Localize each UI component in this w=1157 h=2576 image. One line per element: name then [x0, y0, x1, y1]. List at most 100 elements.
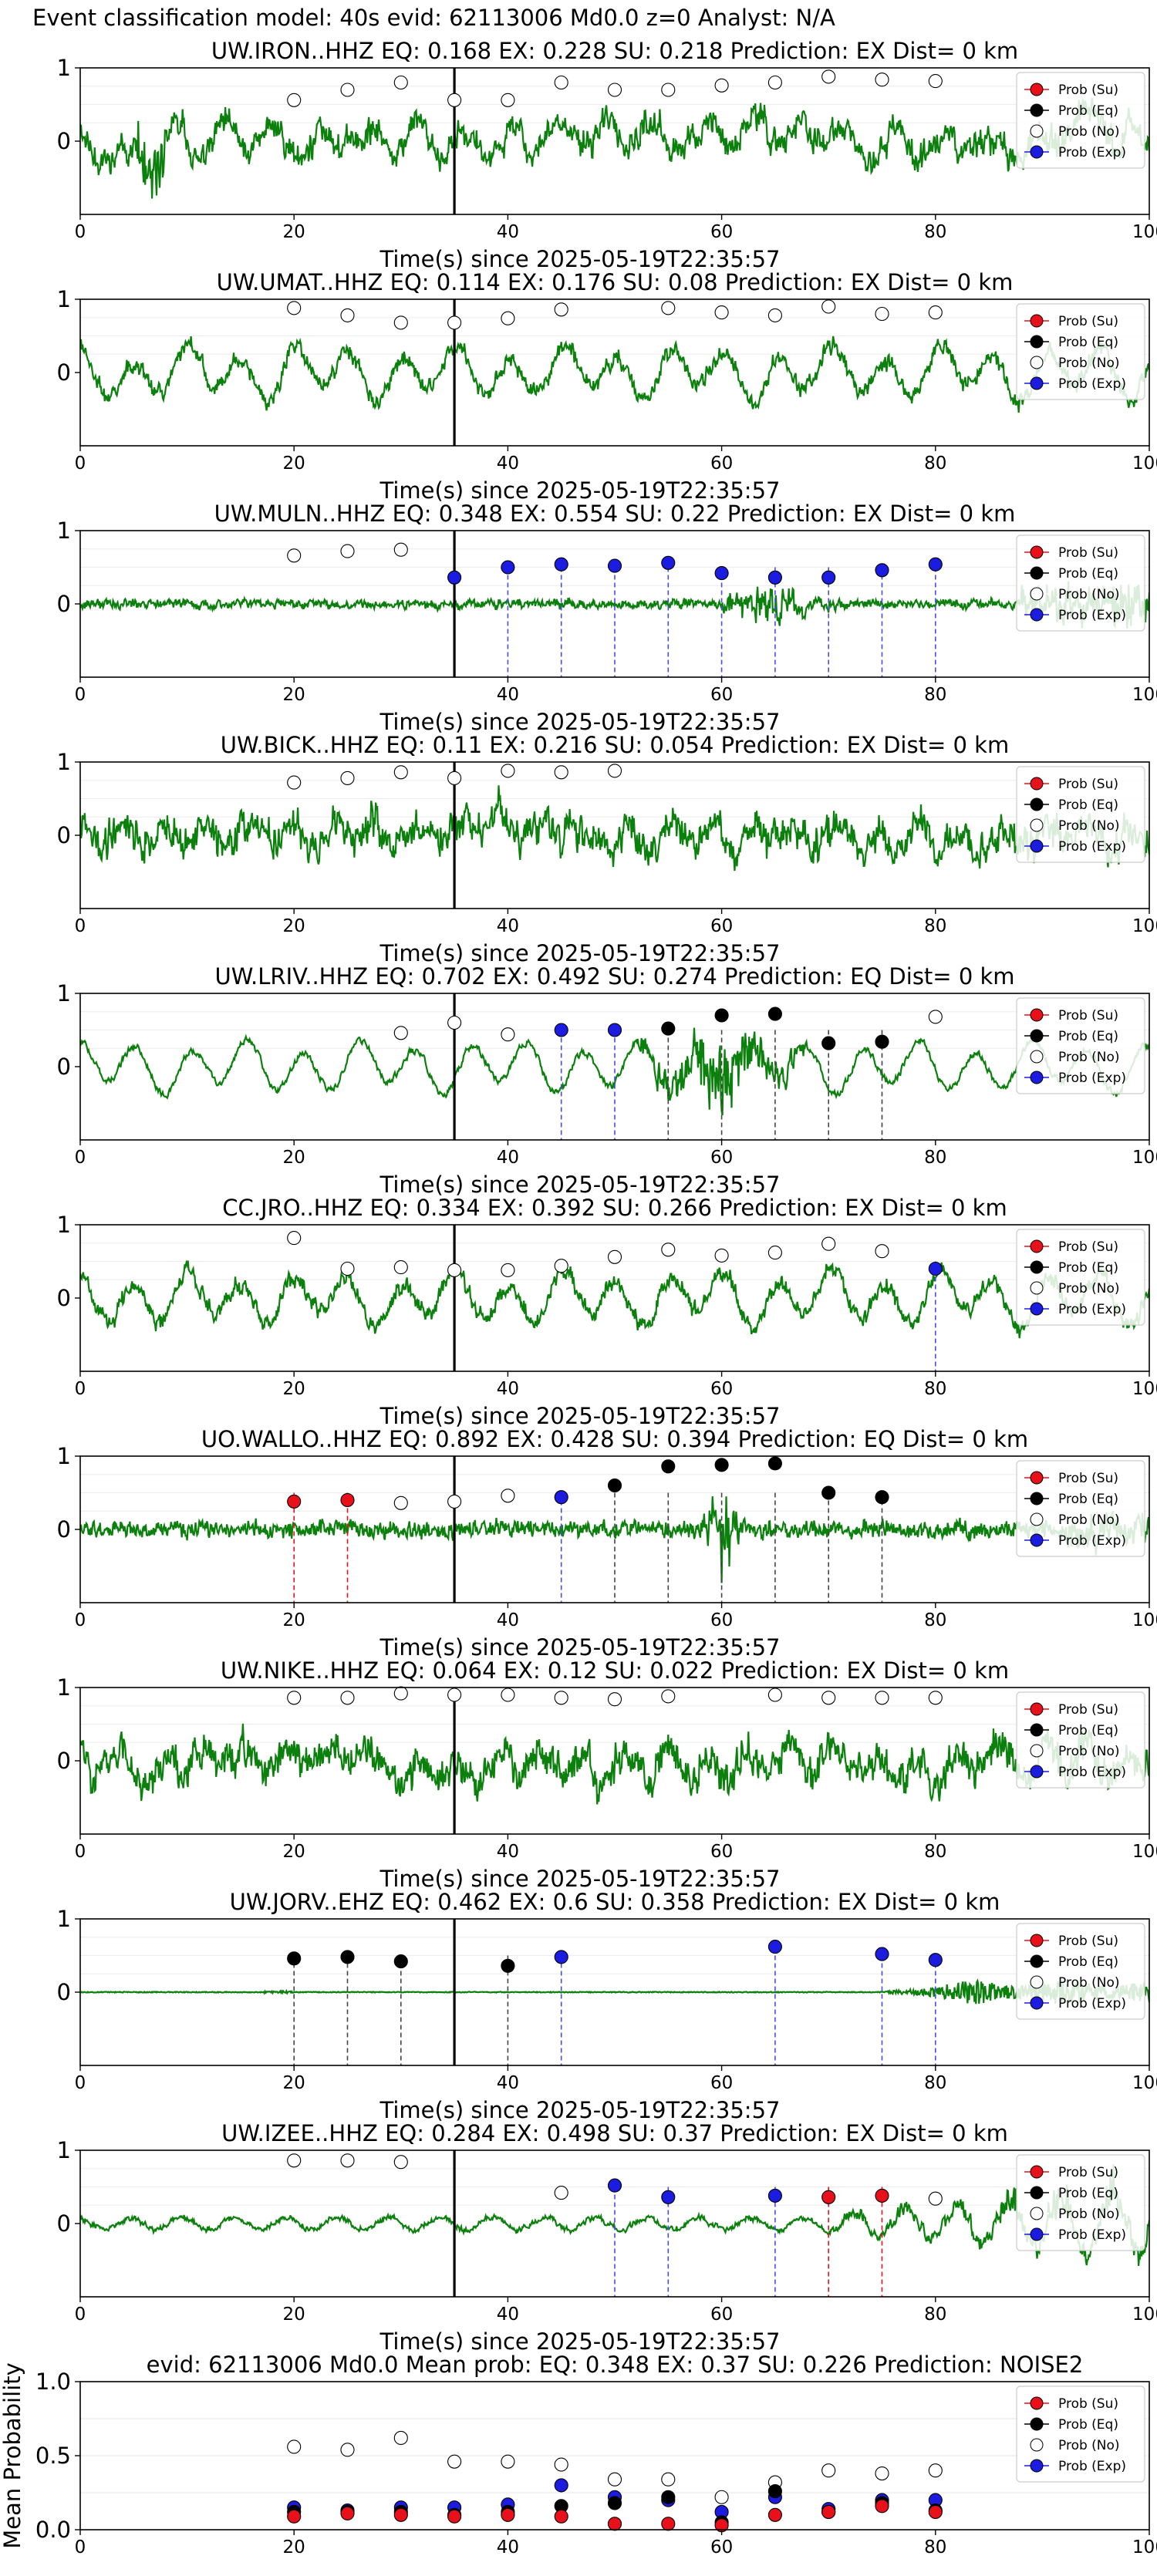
x-tick-label: 0 — [75, 2305, 86, 2325]
prob-marker-no — [340, 1261, 355, 1276]
legend-label: Prob (No) — [1058, 818, 1120, 834]
legend-marker-probexp — [1030, 839, 1044, 853]
x-tick-label: 20 — [283, 2305, 305, 2325]
prob-marker-su — [447, 2509, 462, 2524]
prob-marker-no — [287, 775, 302, 790]
prob-marker-su — [607, 2517, 622, 2531]
x-tick-label: 60 — [710, 685, 733, 705]
x-tick-label: 20 — [283, 222, 305, 242]
y-tick-label: 0 — [57, 128, 71, 154]
legend-marker-probno — [1030, 1744, 1044, 1758]
legend-label: Prob (Su) — [1058, 1239, 1118, 1255]
prob-marker-eq — [821, 1036, 836, 1050]
prob-marker-exp — [821, 570, 836, 585]
prob-marker-no — [875, 1244, 889, 1259]
prob-marker-no — [393, 2155, 408, 2170]
legend-label: Prob (Su) — [1058, 777, 1118, 792]
x-tick-label: 0 — [75, 1148, 86, 1168]
legend-marker-probeq — [1030, 797, 1044, 811]
x-tick-label: 80 — [924, 1379, 946, 1399]
y-tick-label: 0 — [57, 1054, 71, 1080]
prob-marker-eq — [821, 1485, 836, 1500]
x-tick-label: 100 — [1132, 2073, 1157, 2093]
prob-marker-no — [554, 765, 568, 780]
prob-marker-exp — [554, 2478, 568, 2493]
legend-label: Prob (Eq) — [1058, 1954, 1118, 1970]
prob-marker-no — [714, 305, 729, 320]
y-tick-label: 1.0 — [35, 2369, 71, 2395]
prob-marker-eq — [661, 2490, 676, 2504]
x-tick-label: 40 — [497, 2073, 519, 2093]
legend: Prob (Su) Prob (Eq) Prob (No) Prob (Exp) — [1016, 1923, 1145, 2020]
prob-marker-su — [875, 2499, 889, 2514]
panel-uw-iron-hhz: UW.IRON..HHZ EQ: 0.168 EX: 0.228 SU: 0.2… — [57, 38, 1157, 272]
legend-marker-probeq — [1030, 2417, 1044, 2431]
prob-marker-su — [393, 2507, 408, 2522]
prob-marker-no — [287, 1691, 302, 1705]
x-tick-label: 80 — [924, 222, 946, 242]
prob-marker-no — [393, 2430, 408, 2446]
prob-marker-no — [928, 1691, 943, 1705]
x-axis-label: Time(s) since 2025-05-19T22:35:57 — [379, 1172, 781, 1198]
y-tick-label: 1 — [57, 286, 71, 312]
prob-marker-exp — [661, 2190, 676, 2204]
legend-marker-probsu — [1030, 314, 1044, 328]
waveform-trace — [80, 1027, 1149, 1116]
x-tick-label: 60 — [710, 453, 733, 474]
x-tick-label: 0 — [75, 2073, 86, 2093]
panel-uw-jorv-ehz: UW.JORV..EHZ EQ: 0.462 EX: 0.6 SU: 0.358… — [57, 1889, 1157, 2123]
legend-label: Prob (Su) — [1058, 1471, 1118, 1486]
prob-marker-su — [340, 1492, 355, 1508]
x-tick-label: 100 — [1132, 453, 1157, 474]
legend-marker-probsu — [1030, 1239, 1044, 1253]
prob-marker-exp — [607, 2178, 622, 2193]
prob-marker-exp — [607, 558, 622, 573]
legend: Prob (Su) Prob (Eq) Prob (No) Prob (Exp) — [1016, 1229, 1145, 1326]
waveform-trace — [80, 581, 1149, 629]
panel-uw-bick-hhz: UW.BICK..HHZ EQ: 0.11 EX: 0.216 SU: 0.05… — [57, 732, 1157, 966]
prob-marker-exp — [554, 1950, 568, 1964]
prob-marker-exp — [447, 570, 462, 585]
x-tick-label: 80 — [924, 2537, 946, 2557]
prob-marker-no — [393, 542, 408, 557]
prob-marker-eq — [714, 1458, 729, 1472]
legend-marker-probno — [1030, 2438, 1044, 2452]
prob-marker-no — [393, 1260, 408, 1275]
legend-marker-probeq — [1030, 2186, 1044, 2200]
panel-title: UW.MULN..HHZ EQ: 0.348 EX: 0.554 SU: 0.2… — [214, 501, 1016, 527]
prob-marker-no — [928, 1010, 943, 1024]
legend-label: Prob (Exp) — [1058, 2459, 1126, 2474]
panel-title: UW.IZEE..HHZ EQ: 0.284 EX: 0.498 SU: 0.3… — [221, 2120, 1008, 2146]
legend-label: Prob (No) — [1058, 587, 1120, 602]
prob-marker-no — [340, 83, 355, 97]
x-tick-label: 60 — [710, 2073, 733, 2093]
legend-marker-probexp — [1030, 1533, 1044, 1547]
prob-marker-su — [767, 2507, 782, 2522]
legend-label: Prob (Eq) — [1058, 1723, 1118, 1738]
legend-marker-probeq — [1030, 1260, 1044, 1274]
legend-label: Prob (Exp) — [1058, 1533, 1126, 1549]
legend-marker-probexp — [1030, 608, 1044, 622]
x-tick-label: 20 — [283, 1610, 305, 1630]
prob-marker-exp — [767, 570, 782, 585]
prob-marker-no — [447, 1688, 462, 1702]
y-tick-label: 0 — [57, 591, 71, 617]
legend-box — [1016, 72, 1145, 169]
legend: Prob (Su) Prob (Eq) Prob (No) Prob (Exp) — [1016, 72, 1145, 169]
x-tick-label: 100 — [1132, 1610, 1157, 1630]
legend-marker-probno — [1030, 1975, 1044, 1989]
prob-marker-no — [607, 764, 622, 778]
legend-marker-probsu — [1030, 545, 1044, 559]
legend-marker-probsu — [1030, 2165, 1044, 2179]
x-axis-label: Time(s) since 2025-05-19T22:35:57 — [379, 2328, 781, 2355]
legend-label: Prob (Su) — [1058, 1934, 1118, 1949]
prob-marker-no — [501, 1489, 515, 1503]
panel-title: UO.WALLO..HHZ EQ: 0.892 EX: 0.428 SU: 0.… — [201, 1426, 1028, 1452]
prob-marker-no — [393, 1495, 408, 1510]
prob-marker-no — [447, 1494, 462, 1509]
legend-label: Prob (Eq) — [1058, 2417, 1118, 2433]
panel-title: UW.NIKE..HHZ EQ: 0.064 EX: 0.12 SU: 0.02… — [221, 1657, 1009, 1684]
prob-marker-no — [393, 75, 408, 90]
legend-label: Prob (No) — [1058, 1281, 1120, 1296]
